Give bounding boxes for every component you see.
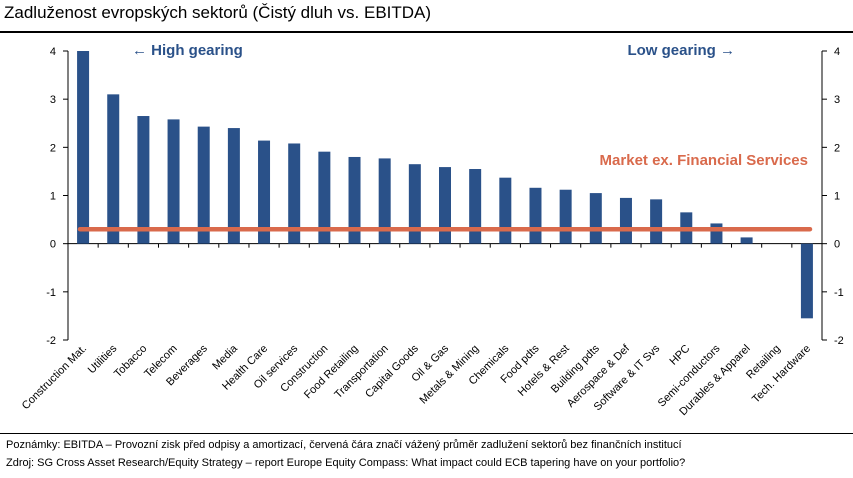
y-tick-label-right: -1 bbox=[834, 287, 844, 299]
y-tick-label-right: 4 bbox=[834, 46, 840, 58]
bar bbox=[348, 156, 361, 244]
y-tick-label-right: 2 bbox=[834, 142, 840, 154]
chart-title: Zadluženost evropských sektorů (Čistý dl… bbox=[4, 3, 432, 22]
y-tick-label-left: -1 bbox=[46, 287, 56, 299]
bar bbox=[710, 223, 723, 244]
bar bbox=[197, 126, 210, 244]
y-tick-label-left: 0 bbox=[50, 239, 56, 251]
low-gearing-annotation: Low gearing → bbox=[627, 42, 735, 59]
bar bbox=[107, 94, 120, 244]
bar bbox=[529, 187, 542, 244]
bar bbox=[469, 169, 482, 244]
y-tick-label-left: 4 bbox=[50, 46, 56, 58]
bar bbox=[77, 51, 90, 244]
bar bbox=[258, 140, 271, 244]
x-tick-label: Construction Mat. bbox=[20, 343, 89, 412]
y-tick-label-left: 1 bbox=[50, 191, 56, 203]
bar bbox=[318, 151, 331, 244]
footnote-source: Zdroj: SG Cross Asset Research/Equity St… bbox=[6, 457, 686, 469]
y-tick-label-left: 2 bbox=[50, 142, 56, 154]
bar bbox=[137, 116, 150, 244]
y-tick-label-right: 1 bbox=[834, 191, 840, 203]
bar bbox=[167, 119, 180, 244]
y-tick-label-right: 3 bbox=[834, 94, 840, 106]
bar bbox=[227, 128, 240, 244]
y-tick-label-right: 0 bbox=[834, 239, 840, 251]
bar bbox=[288, 143, 301, 244]
market-reference-label: Market ex. Financial Services bbox=[600, 152, 808, 169]
bar bbox=[439, 167, 451, 244]
footer-rule bbox=[0, 433, 853, 434]
y-tick-label-left: -2 bbox=[46, 335, 56, 347]
bar bbox=[619, 197, 632, 244]
bar bbox=[408, 164, 421, 244]
y-tick-label-left: 3 bbox=[50, 94, 56, 106]
bar bbox=[650, 199, 663, 244]
bar bbox=[589, 193, 602, 244]
footnote-notes: Poznámky: EBITDA – Provozní zisk před od… bbox=[6, 439, 682, 451]
bar bbox=[499, 177, 512, 244]
bar bbox=[559, 189, 572, 244]
title-rule bbox=[0, 31, 853, 33]
bar bbox=[740, 237, 753, 244]
bar bbox=[800, 243, 813, 319]
x-tick-label: HPC bbox=[667, 343, 692, 368]
bar bbox=[378, 158, 391, 244]
high-gearing-annotation: ← High gearing bbox=[132, 42, 243, 59]
y-tick-label-right: -2 bbox=[834, 335, 844, 347]
